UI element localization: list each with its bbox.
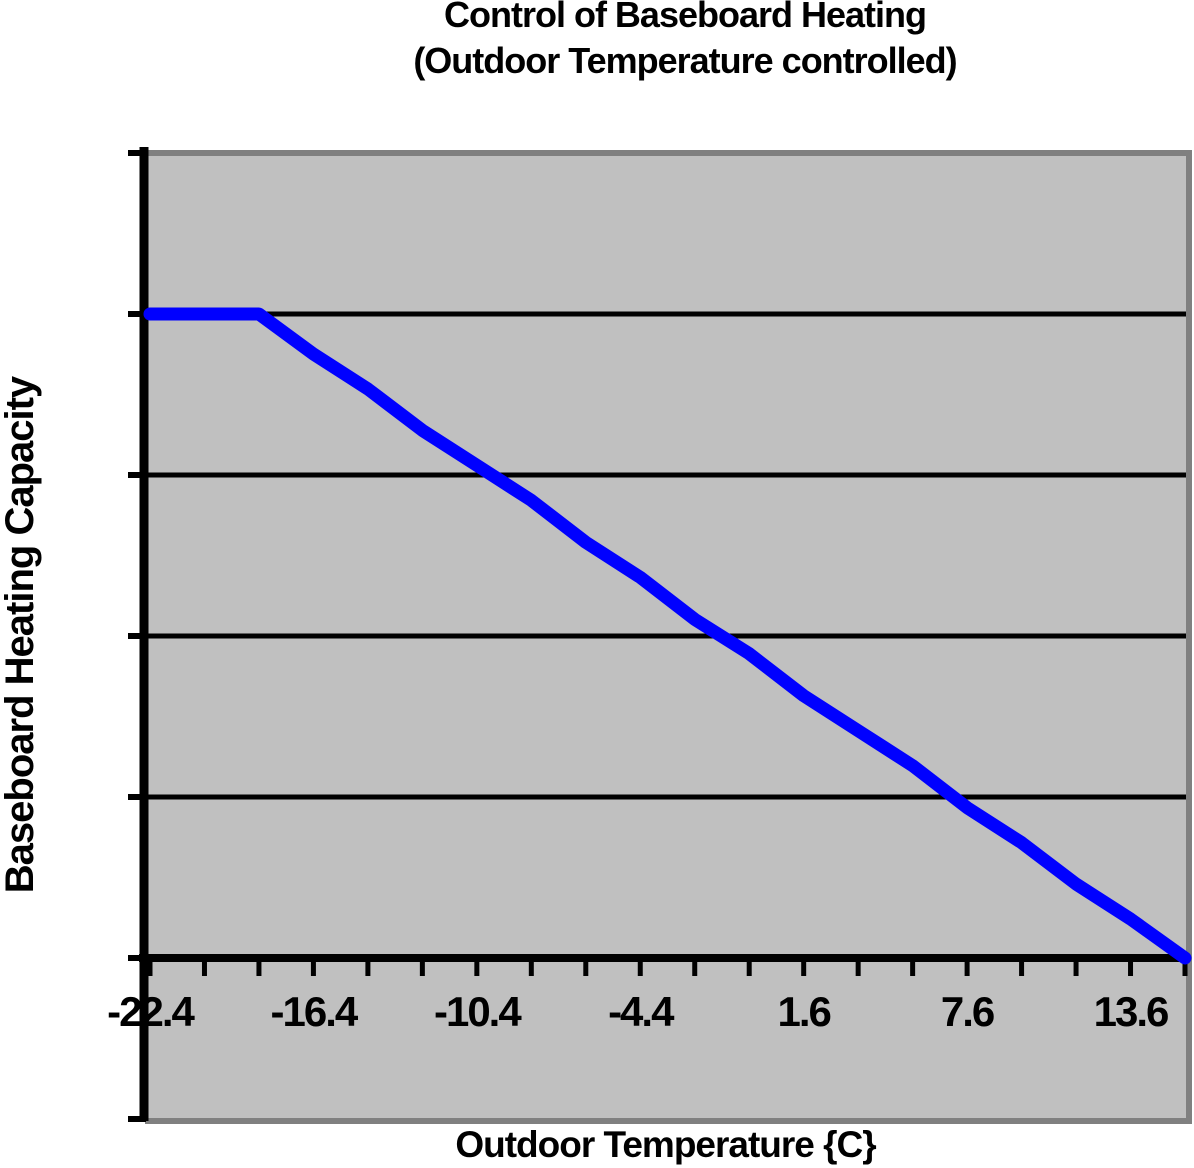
chart-title-line1: Control of Baseboard Heating xyxy=(443,0,927,35)
x-tick-label: -16.4 xyxy=(271,988,359,1035)
y-axis-title: Baseboard Heating Capacity xyxy=(0,376,42,894)
capacity-line xyxy=(143,307,1192,965)
x-tick-label: 13.6 xyxy=(1094,988,1168,1035)
chart-title-line2: (Outdoor Temperature controlled) xyxy=(413,40,957,81)
x-tick-label: 7.6 xyxy=(941,988,994,1035)
x-tick-label: 1.6 xyxy=(777,988,830,1035)
x-axis-title: Outdoor Temperature {C} xyxy=(455,1124,876,1165)
x-tick-label: -4.4 xyxy=(608,988,675,1035)
x-tick-label: -10.4 xyxy=(434,988,522,1035)
chart-title: Control of Baseboard Heating (Outdoor Te… xyxy=(150,0,1194,84)
x-tick-label: -22.4 xyxy=(107,988,195,1035)
